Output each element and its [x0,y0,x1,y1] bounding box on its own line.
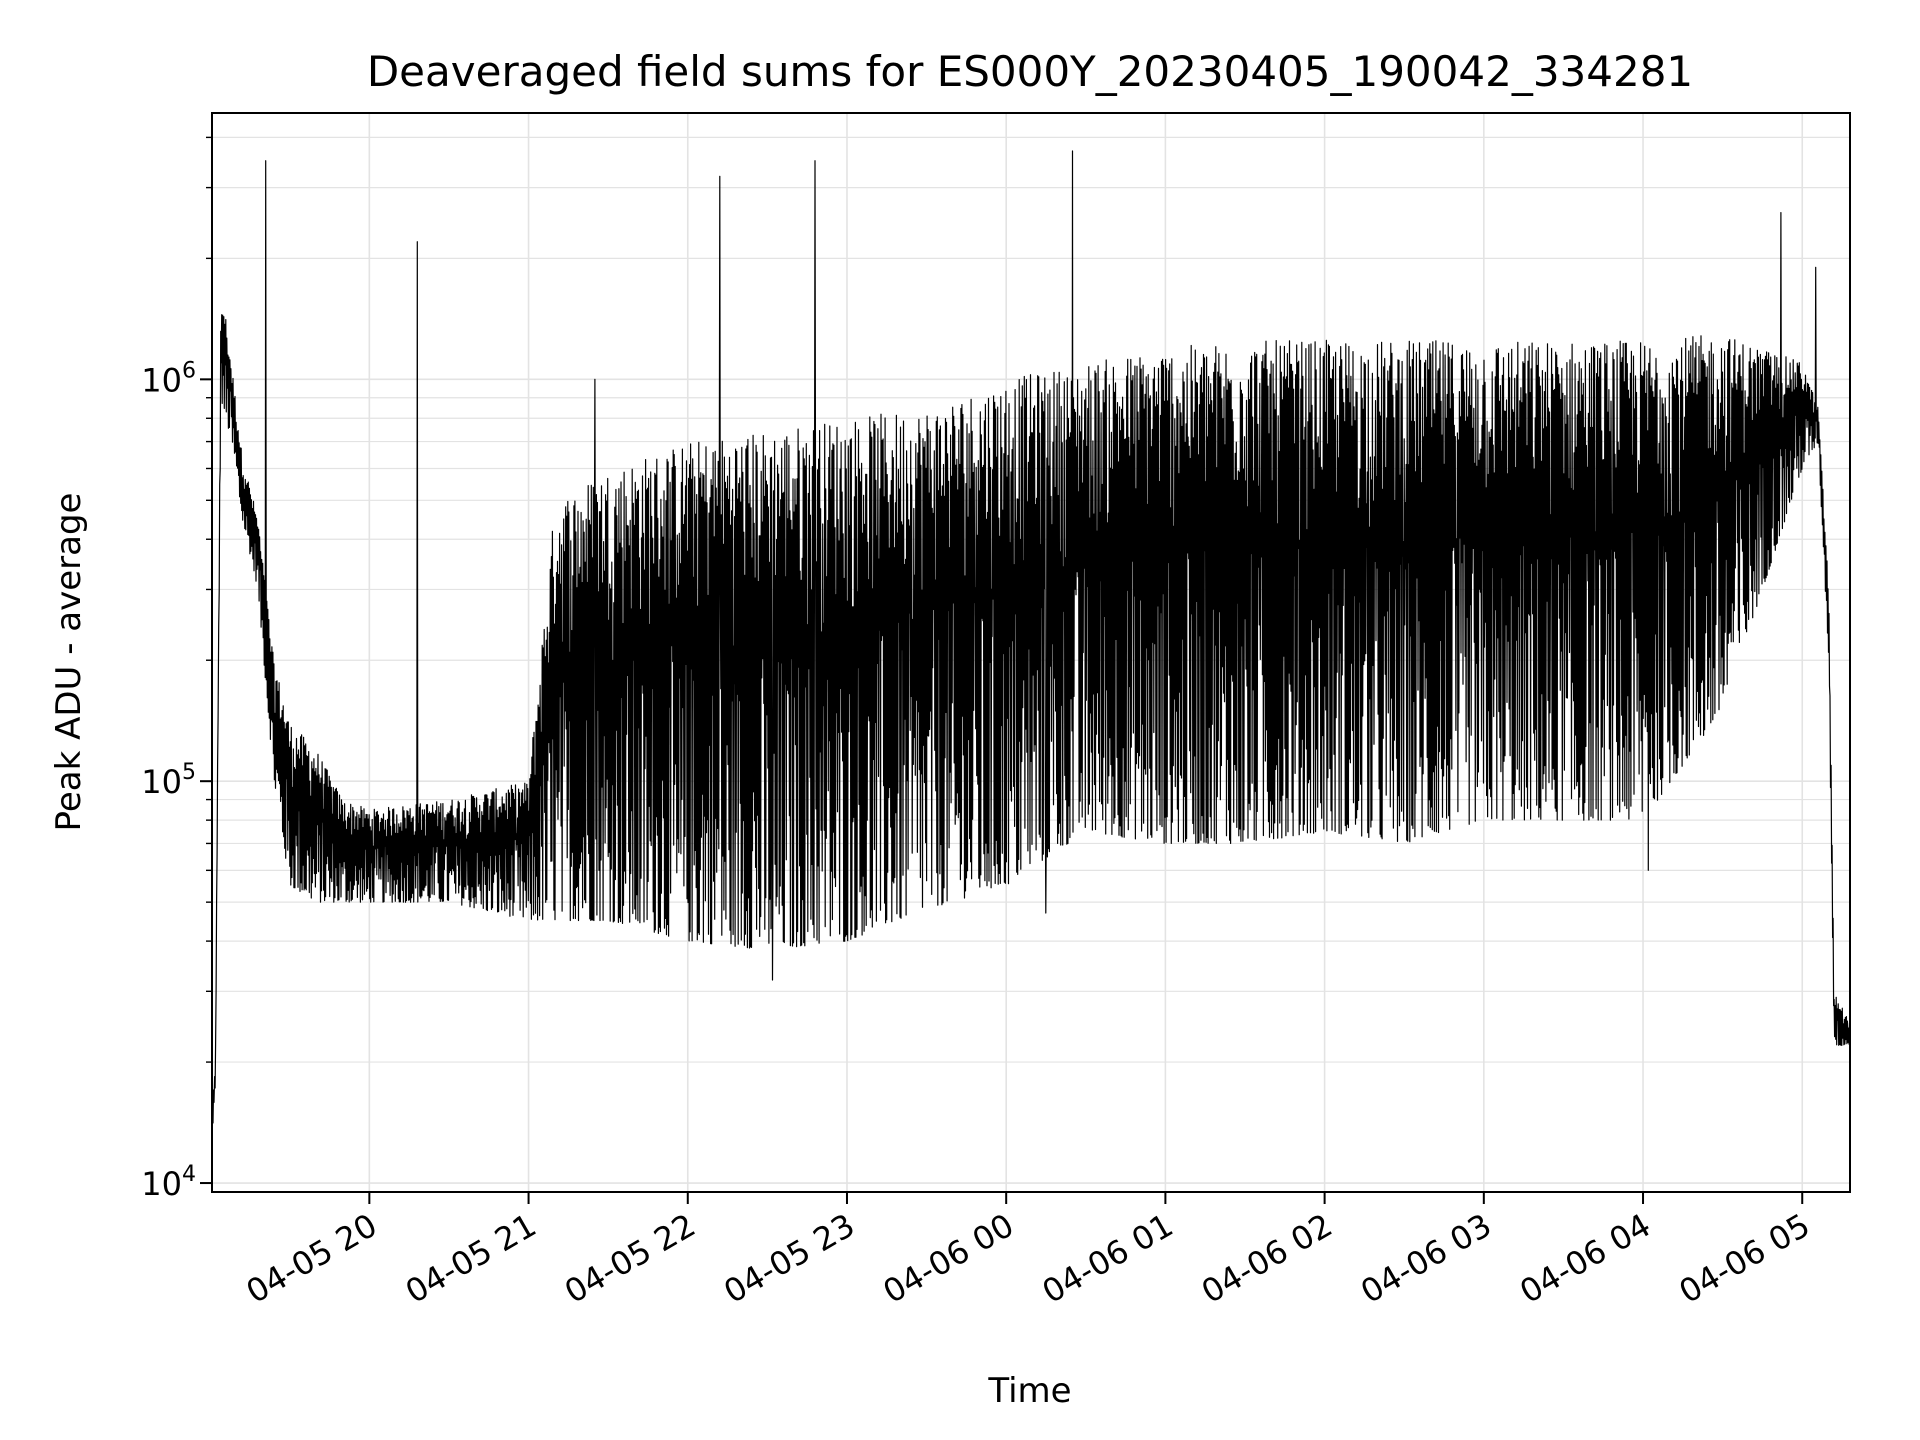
plot-area [211,150,1851,1143]
y-axis: 104 105 106 [141,136,212,1203]
y-tick-label: 104 [141,1162,196,1203]
x-axis-title: Time [987,1371,1071,1411]
plot-frame [211,112,1851,1193]
y-tick-label: 105 [141,760,196,801]
series-line [211,150,1851,1143]
y-tick-label: 106 [141,358,196,399]
y-axis-title: Peak ADU - average [49,493,89,832]
chart-title: Deaveraged field sums for ES000Y_2023040… [367,47,1693,96]
